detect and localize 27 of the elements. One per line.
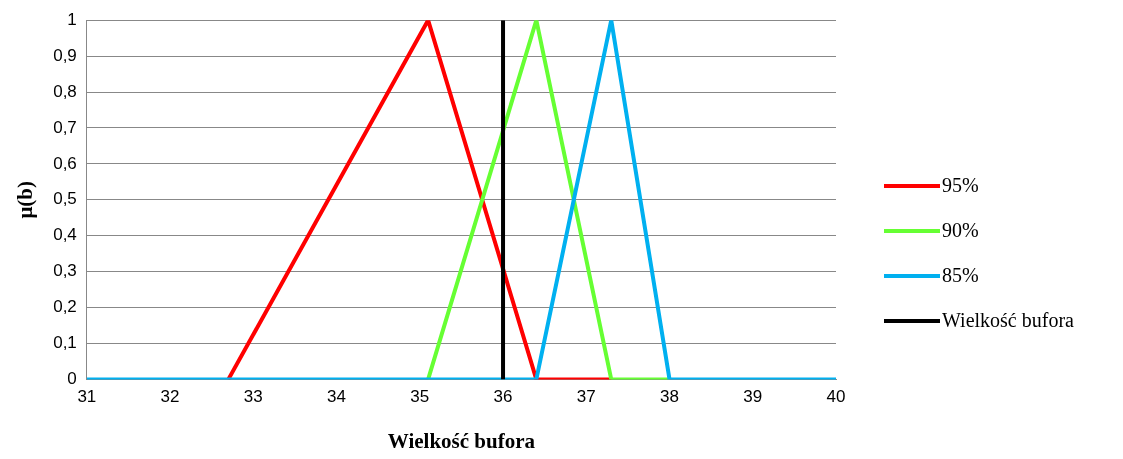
y-tick-label: 0,4 [53,225,77,245]
x-tick-label: 32 [160,387,180,407]
y-tick-label: 0,5 [53,189,77,209]
x-tick-label: 38 [660,387,679,407]
y-tick-label: 0,7 [53,117,77,137]
x-tick-label: 36 [493,387,513,407]
x-tick-label: 40 [826,387,846,407]
y-tick-label: 0,2 [53,297,77,317]
legend-label: 85% [942,264,979,287]
legend-label: 95% [942,174,979,197]
x-axis-title: Wielkość bufora [387,428,536,453]
x-tick-label: 39 [743,387,763,407]
y-tick-label: 0,9 [53,45,77,65]
y-tick-label: 0,8 [53,81,77,101]
y-tick-label: 0 [67,369,77,389]
legend-label: 90% [942,219,979,242]
x-tick-label: 33 [243,387,263,407]
y-axis-title: μ(b) [13,181,38,219]
y-tick-label: 0,6 [53,153,77,173]
x-tick-label: 34 [327,387,347,407]
y-tick-label: 1 [67,9,77,29]
y-tick-label: 0,1 [53,333,77,353]
y-tick-label: 0,3 [53,261,77,281]
x-tick-label: 35 [410,387,430,407]
x-tick-label: 37 [576,387,596,407]
legend-label: Wielkość bufora [942,309,1074,332]
x-tick-label: 31 [77,387,97,407]
